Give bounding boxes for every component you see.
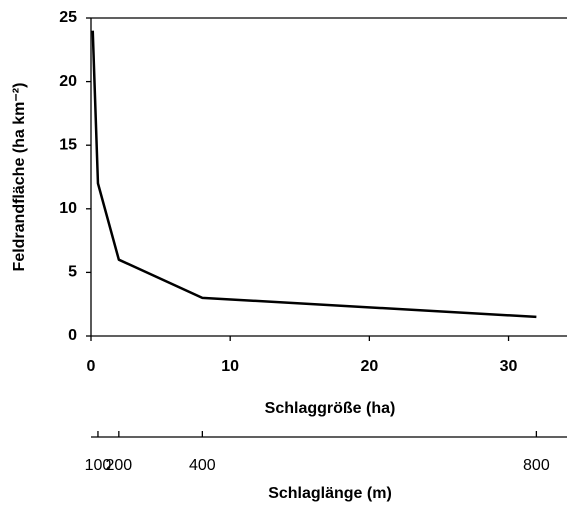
x2-tick-label: 400 [189,457,216,474]
x2-tick-label: 100 [85,457,112,474]
x2-tick-label: 800 [523,457,550,474]
x-tick-label: 20 [360,358,378,375]
x-tick-label: 0 [87,358,96,375]
y-tick-label: 20 [59,73,77,90]
y-tick-label: 0 [68,327,77,344]
x-tick-label: 10 [221,358,239,375]
y-tick-label: 15 [59,136,77,153]
y-tick-label: 5 [68,264,77,281]
line [91,30,537,319]
y-tick-label: 10 [59,200,77,217]
x-tick-label: 30 [500,358,518,375]
x-axis-label: Schlaggröße (ha) [265,400,396,417]
x2-axis-label: Schlaglänge (m) [268,485,392,502]
y-tick-label: 25 [59,9,77,26]
y-axis-label: Feldrandfläche (ha km⁻²) [11,83,28,272]
x2-tick-label: 200 [105,457,132,474]
